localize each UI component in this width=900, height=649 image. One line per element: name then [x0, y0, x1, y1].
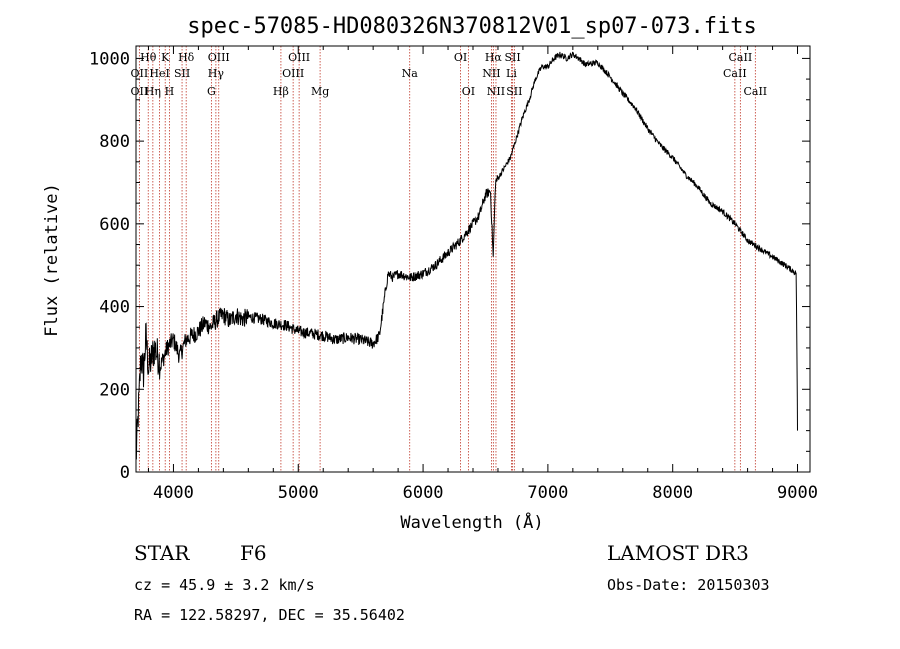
spectral-line-label: OIII	[288, 51, 310, 64]
redshift-info: cz = 45.9 ± 3.2 km/s	[134, 576, 315, 594]
x-tick-label: 5000	[278, 483, 319, 503]
spectral-line-label: HeI	[149, 67, 169, 80]
spectral-line-label: H	[165, 85, 175, 98]
spectral-line-label: OII	[131, 67, 149, 80]
spectral-line-label: SII	[174, 67, 190, 80]
spectral-line-label: K	[161, 51, 170, 64]
y-tick-label: 800	[99, 132, 130, 152]
x-axis-ticks: 4000 5000 6000 7000 8000 9000	[147, 46, 818, 503]
spectral-line-label: OIII	[282, 67, 304, 80]
object-class: STAR	[134, 541, 190, 565]
spectral-line-label: OI	[462, 85, 475, 98]
x-tick-label: 6000	[403, 483, 444, 503]
coordinates: RA = 122.58297, DEC = 35.56402	[134, 606, 405, 624]
obs-date: Obs-Date: 20150303	[607, 576, 770, 594]
spectral-line-label: G	[207, 85, 216, 98]
survey-name: LAMOST DR3	[607, 541, 749, 565]
spectral-line-label: Li	[506, 67, 517, 80]
x-tick-label: 7000	[527, 483, 568, 503]
spectral-line-label: NII	[482, 67, 500, 80]
spectral-line-label: Hγ	[208, 67, 225, 80]
y-tick-label: 0	[120, 463, 130, 483]
spectral-line-label: OIII	[208, 51, 230, 64]
spectral-line-label: CaII	[723, 67, 747, 80]
spectral-line-label: OI	[454, 51, 467, 64]
spectral-line-label: Hδ	[178, 51, 195, 64]
chart-title: spec-57085-HD080326N370812V01_sp07-073.f…	[187, 14, 757, 39]
spectral-line-label: Hθ	[140, 51, 157, 64]
spectral-line-label: Hα	[485, 51, 503, 64]
spectral-line-label: Hβ	[273, 85, 289, 98]
x-tick-label: 4000	[153, 483, 194, 503]
spectral-line-label: Hη	[145, 85, 161, 98]
spectral-line-markers	[138, 46, 756, 472]
x-tick-label: 8000	[652, 483, 693, 503]
spectral-line-label: Na	[402, 67, 419, 80]
spectral-line-label: NII	[487, 85, 505, 98]
spectral-line-label: CaII	[729, 51, 753, 64]
spectral-line-label: OII	[131, 85, 149, 98]
y-axis-label: Flux (relative)	[42, 183, 62, 337]
y-tick-label: 600	[99, 215, 130, 235]
spectral-line-label: SII	[506, 85, 522, 98]
object-subclass: F6	[240, 541, 267, 565]
x-tick-label: 9000	[777, 483, 818, 503]
spectral-line-label: CaII	[743, 85, 767, 98]
y-tick-label: 400	[99, 298, 130, 318]
spectral-line-labels: Hθ OII OII K HeI Hη H Hδ SII OIII Hγ G OIII OIII Hβ Mg N…	[131, 51, 768, 98]
y-tick-label: 1000	[89, 49, 130, 69]
spectral-line-label: Mg	[311, 85, 329, 98]
x-axis-label: Wavelength (Å)	[400, 511, 543, 533]
y-tick-label: 200	[99, 380, 130, 400]
spectrum-series-line	[135, 51, 798, 460]
y-axis-ticks: 0 200 400 600 800 1000	[89, 49, 810, 483]
plot-frame	[135, 45, 811, 473]
spectral-line-label: SII	[504, 51, 520, 64]
